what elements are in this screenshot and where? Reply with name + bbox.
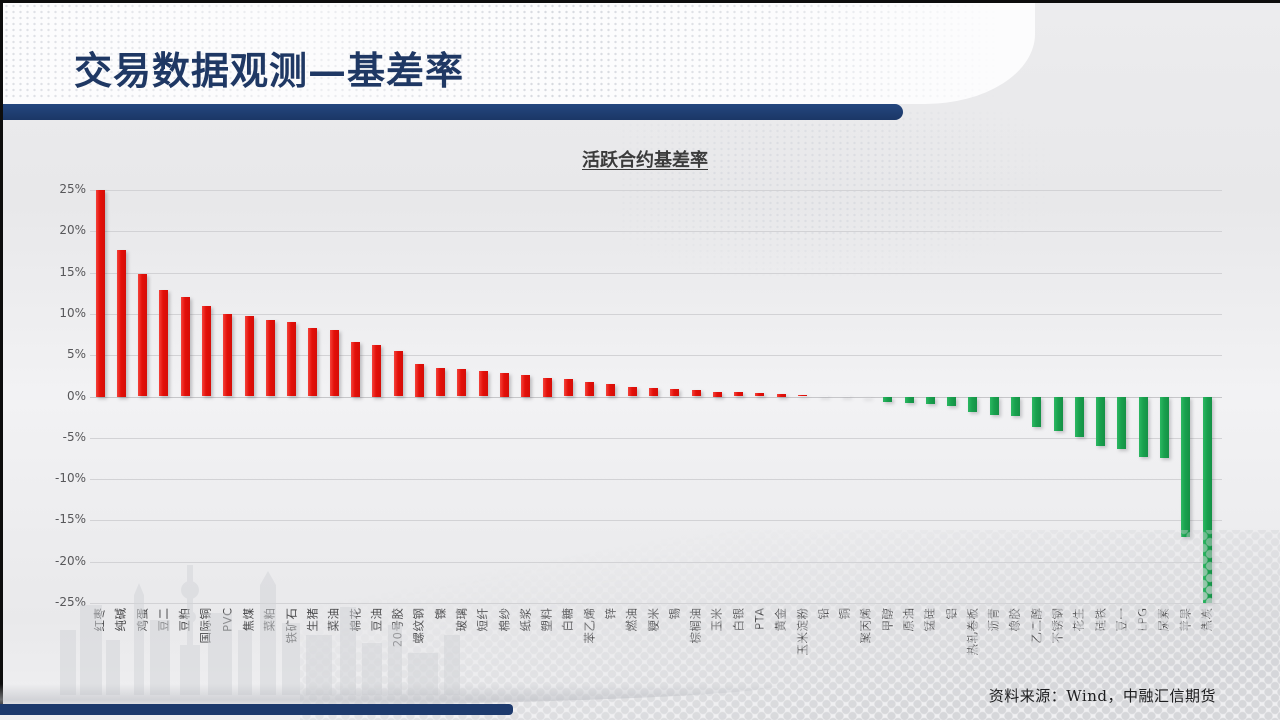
bar	[500, 372, 509, 397]
gridline	[90, 520, 1222, 522]
bar	[329, 330, 339, 397]
bar	[351, 342, 360, 397]
bar	[606, 384, 616, 397]
bar	[947, 396, 956, 407]
bar	[776, 394, 786, 397]
y-tick-label: 15%	[59, 264, 86, 279]
bar	[521, 375, 531, 397]
title-divider-bar	[3, 104, 903, 120]
bar	[1138, 396, 1148, 457]
bottom-accent-bar	[0, 704, 513, 715]
bar	[563, 379, 573, 397]
bar	[904, 396, 914, 404]
bar	[372, 344, 382, 397]
gridline	[90, 479, 1222, 481]
bar	[223, 313, 233, 397]
bar	[1074, 396, 1084, 437]
y-tick-label: 10%	[59, 305, 86, 320]
bar	[244, 316, 254, 397]
bar	[883, 396, 893, 403]
y-tick-label: -25%	[54, 595, 86, 609]
bar	[1053, 396, 1063, 432]
bar	[627, 386, 637, 397]
top-edge-border	[0, 0, 1280, 3]
bar	[819, 395, 829, 397]
bar	[1117, 396, 1127, 449]
bar	[478, 370, 488, 397]
y-tick-label: -5%	[62, 429, 86, 444]
gridline	[90, 355, 1222, 357]
bar	[287, 322, 297, 397]
y-tick-label: 25%	[59, 182, 86, 196]
bar	[712, 391, 722, 397]
chart-title: 活跃合约基差率	[582, 150, 708, 171]
bar	[861, 396, 871, 398]
y-tick-label: 5%	[66, 347, 86, 362]
bar	[968, 396, 978, 413]
bar	[1159, 396, 1169, 458]
bar	[95, 190, 105, 397]
bar	[265, 319, 275, 397]
bar	[1181, 396, 1191, 537]
bar	[989, 396, 999, 415]
y-tick-label: 20%	[59, 223, 86, 238]
gridline	[90, 396, 1222, 398]
y-tick-label: -15%	[54, 512, 86, 527]
bar	[414, 363, 424, 397]
y-tick-label: 0%	[66, 388, 86, 403]
gridline	[90, 437, 1222, 439]
bar	[159, 289, 169, 397]
bar	[670, 389, 680, 397]
source-note: 资料来源：Wind，中融汇信期货	[988, 687, 1216, 705]
bar	[542, 377, 552, 397]
bar	[1032, 396, 1042, 428]
bar	[1202, 396, 1212, 603]
bar	[840, 395, 850, 397]
bar	[436, 367, 446, 397]
bar	[393, 351, 403, 397]
world-map-dot-pattern	[3, 3, 1003, 99]
gridline	[90, 272, 1222, 274]
gridline	[90, 190, 1222, 191]
bar	[925, 396, 935, 404]
left-edge-border	[0, 0, 3, 707]
bar	[1010, 396, 1020, 416]
bar	[180, 296, 190, 397]
y-tick-label: -20%	[54, 553, 86, 568]
bar	[308, 327, 318, 397]
bar	[116, 249, 126, 397]
bar	[585, 381, 595, 397]
world-map-dot-pattern-right	[620, 110, 1050, 280]
bar	[649, 388, 658, 397]
bar	[1096, 396, 1106, 447]
bar	[457, 369, 467, 397]
gridline	[90, 313, 1222, 315]
bar	[798, 394, 807, 397]
bar	[201, 305, 211, 397]
bar	[755, 393, 765, 397]
page-title: 交易数据观测—基差率	[74, 48, 465, 93]
y-tick-label: -10%	[54, 471, 86, 486]
bar	[734, 392, 744, 397]
gridline	[90, 231, 1222, 233]
bar	[691, 389, 701, 397]
bar	[138, 274, 148, 397]
